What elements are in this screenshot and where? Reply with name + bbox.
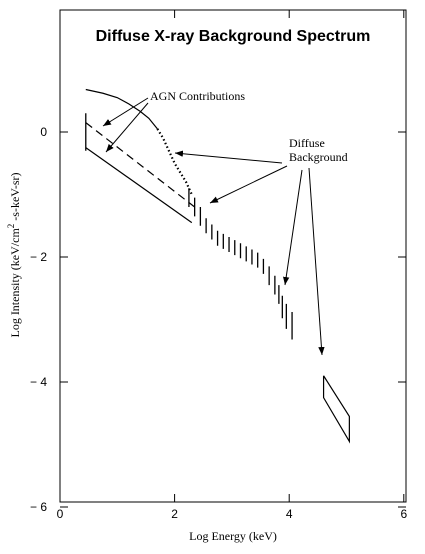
y-tick-label: − 6 [30,500,47,514]
arrow-agn-upper [102,97,149,127]
x-tick-label: 2 [171,507,178,521]
y-axis-label-suffix: -s-keV-sr) [8,172,22,223]
y-tick-label: − 4 [30,375,47,389]
chart-marks [85,88,350,444]
y-tick-label: − 2 [30,250,47,264]
y-axis-label-prefix: Log Intensity (keV/cm [8,228,22,338]
chart-title: Diffuse X-ray Background Spectrum [96,28,371,45]
series-agn-curve [85,88,158,130]
arrow-diffuse-dotted [174,150,283,164]
annotation-diffuse-line2: Background [289,150,348,164]
x-axis-label: Log Energy (keV) [189,529,277,543]
arrow-diffuse-bars [209,165,288,204]
x-tick-label: 6 [400,507,407,521]
series-dashed-line [85,122,196,208]
x-tick-label: 4 [286,507,293,521]
series-high-energy-bowtie [322,375,350,444]
axis-ticks: 0 2 4 6 0 − 2 − 4 − 6 [30,10,407,521]
y-axis-label: Log Intensity (keV/cm2 -s-keV-sr) [6,172,22,337]
y-tick-label: 0 [40,125,47,139]
series-dotted-curve [156,128,193,195]
annotation-diffuse-line1: Diffuse [289,136,325,150]
arrow-agn-lower [105,102,149,153]
plot-frame [59,9,407,503]
x-tick-label: 0 [57,507,64,521]
arrow-diffuse-bowtie [308,167,325,356]
series-line [85,147,193,224]
annotation-agn: AGN Contributions [150,89,245,103]
y-axis-label-sup: 2 [6,224,16,229]
callout-arrows [102,97,325,356]
arrow-diffuse-high-bars [283,169,303,286]
